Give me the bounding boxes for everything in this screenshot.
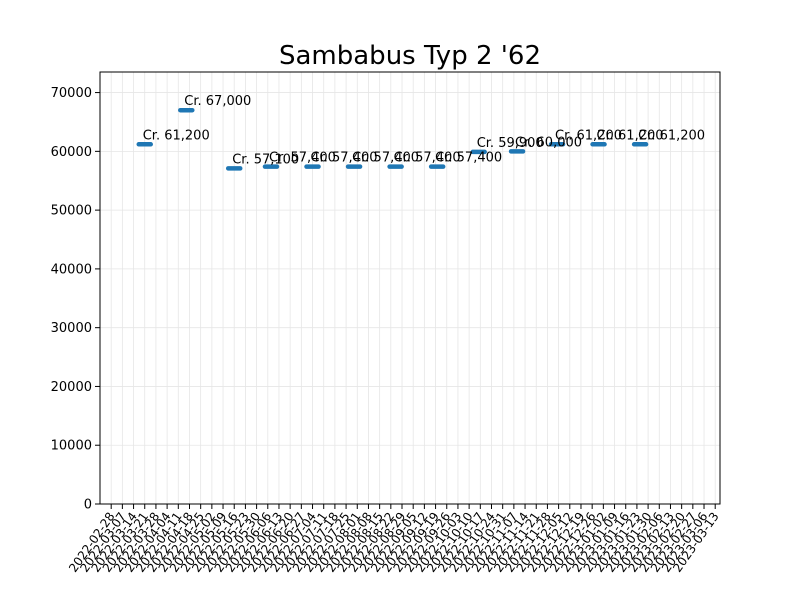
plot-frame bbox=[99, 71, 721, 505]
data-label: Cr. 61,200 bbox=[555, 128, 622, 143]
data-label: Cr. 57,400 bbox=[394, 151, 461, 166]
data-label: Cr. 57,400 bbox=[311, 151, 378, 166]
y-tick-label: 20000 bbox=[51, 380, 92, 395]
chart-title: Sambabus Typ 2 '62 bbox=[279, 41, 541, 71]
data-marks bbox=[136, 107, 649, 171]
data-label: Cr. 61,200 bbox=[143, 128, 210, 143]
y-tick-label: 0 bbox=[84, 498, 92, 513]
data-label: Cr. 57,400 bbox=[269, 151, 336, 166]
data-label: Cr. 67,000 bbox=[184, 94, 251, 109]
y-tick-label: 70000 bbox=[51, 86, 92, 101]
y-tick-label: 40000 bbox=[51, 262, 92, 277]
data-label: Cr. 57,400 bbox=[352, 151, 419, 166]
y-tick-label: 60000 bbox=[51, 145, 92, 160]
data-label: Cr. 59,900 bbox=[477, 136, 544, 151]
data-label: Cr. 61,200 bbox=[597, 128, 664, 143]
y-tick-label: 10000 bbox=[51, 439, 92, 454]
data-label: Cr. 57,100 bbox=[232, 152, 299, 167]
x-axis: 2022-02-282022-03-072022-03-142022-03-21… bbox=[66, 504, 722, 575]
data-label: Cr. 61,200 bbox=[638, 128, 705, 143]
y-axis: 0 10000 20000 30000 40000 50000 60000 70000 bbox=[51, 86, 100, 513]
y-tick-label: 30000 bbox=[51, 321, 92, 336]
y-tick-label: 50000 bbox=[51, 204, 92, 219]
data-label: Cr. 60,000 bbox=[515, 135, 582, 150]
data-label: Cr. 57,400 bbox=[435, 151, 502, 166]
